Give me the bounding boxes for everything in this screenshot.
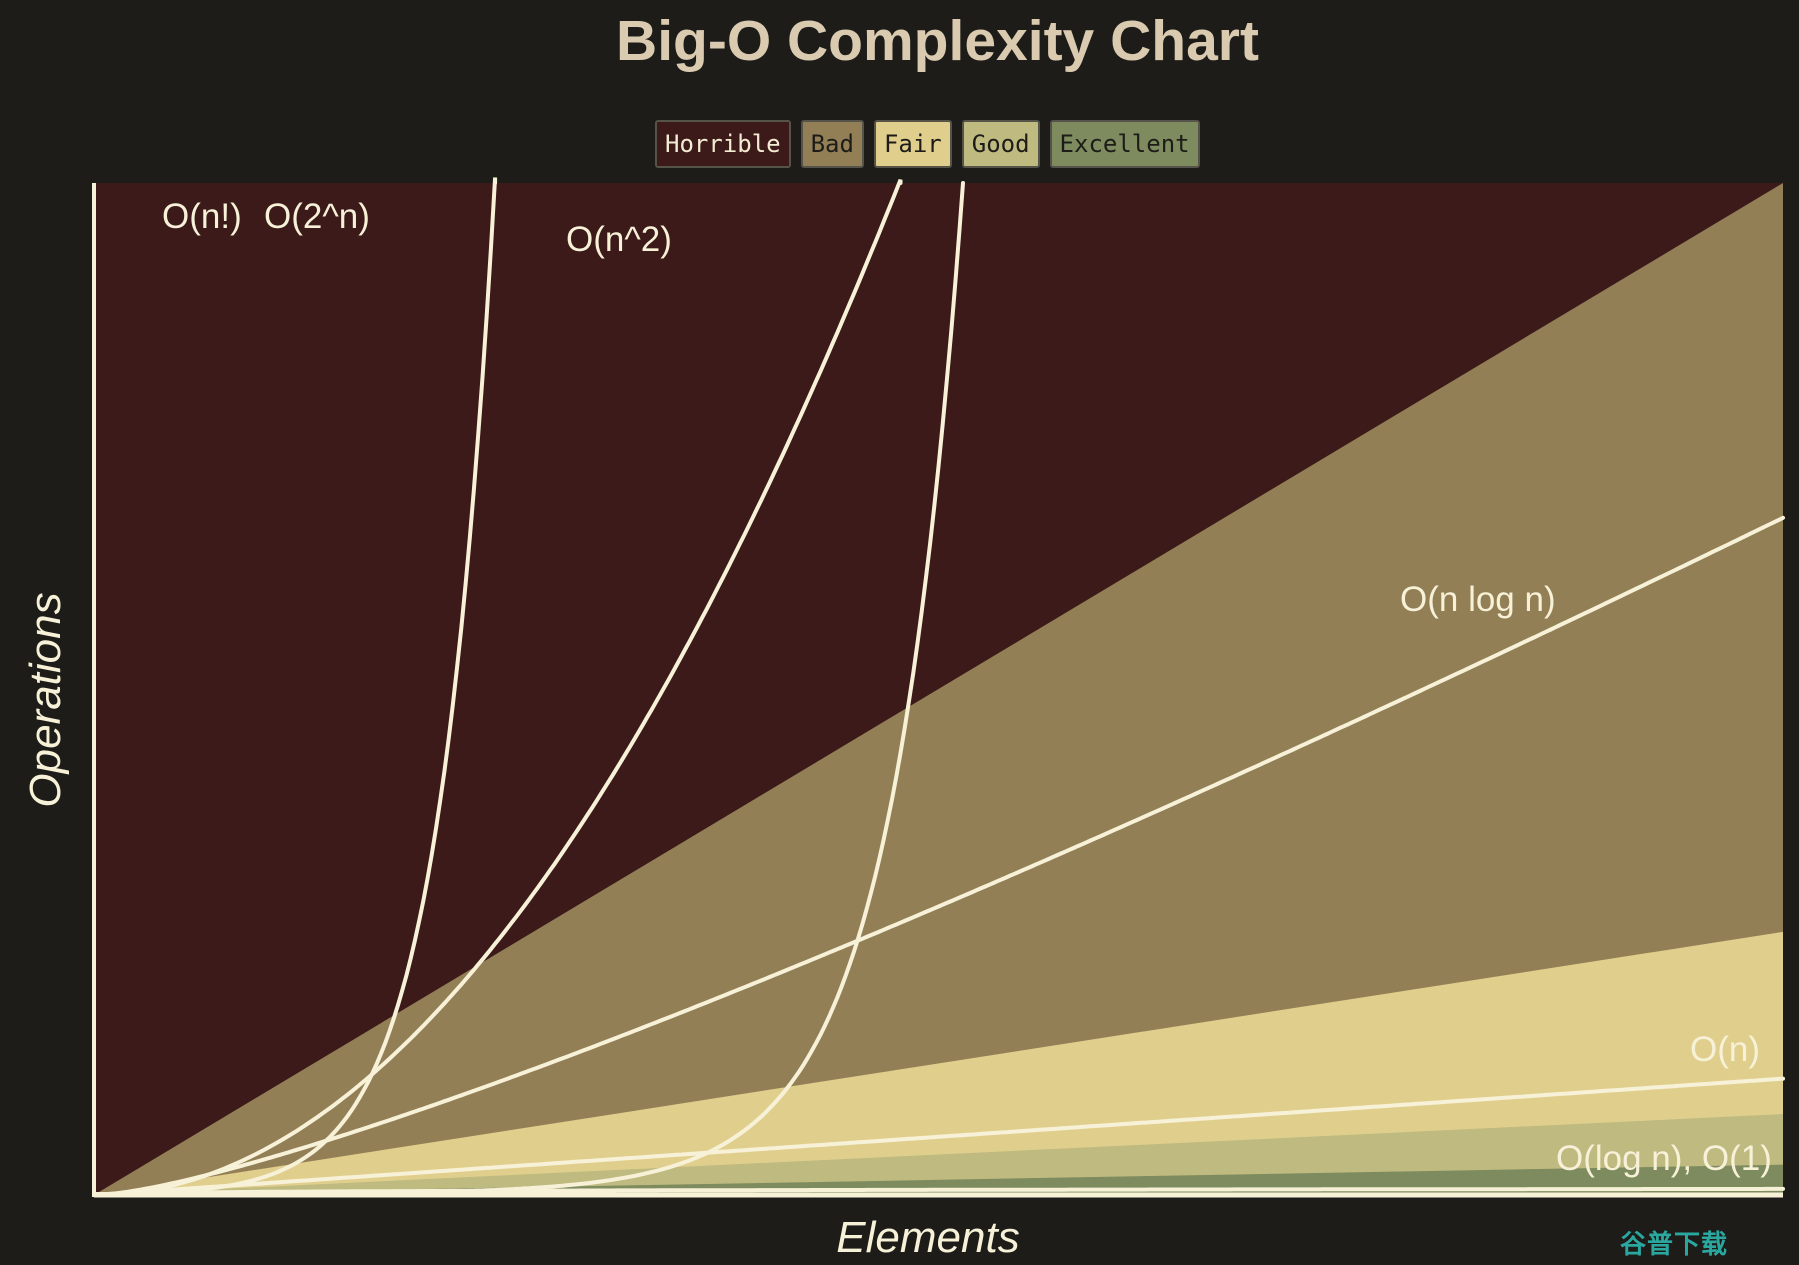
legend-item-good: Good [961,120,1040,168]
curve-label-quadratic: O(n^2) [566,220,672,259]
regions-layer [94,183,1783,1195]
legend-item-bad: Bad [800,120,864,168]
curve-quadratic [92,178,903,1197]
watermark: 谷普下载 [1620,1230,1729,1260]
curve-label-logarithmic_constant: O(log n), O(1) [1556,1139,1772,1178]
curve-logarithmic_constant [92,1186,1785,1197]
x-axis-title: Elements [836,1213,1019,1262]
legend-item-excellent: Excellent [1049,120,1200,168]
legend-item-fair: Fair [873,120,952,168]
chart-title: Big-O Complexity Chart [616,9,1259,73]
region-fair [94,931,1783,1195]
legend-item-horrible: Horrible [655,120,791,168]
curve-label-nlogn: O(n log n) [1400,580,1556,619]
curve-label-factorial: O(n!) [162,197,242,236]
curve-label-exponential: O(2^n) [264,197,370,236]
curve-linear [92,1076,1785,1197]
region-bad [94,183,1783,1195]
curve-nlogn [92,515,1785,1197]
legend: Horrible Bad Fair Good Excellent [655,120,1200,168]
y-axis-title: Operations [21,592,70,807]
labels-layer: O(n!) O(2^n) O(n^2) O(n log n) O(n) O(log n),… [162,197,1772,1178]
curve-label-linear: O(n) [1690,1030,1760,1069]
